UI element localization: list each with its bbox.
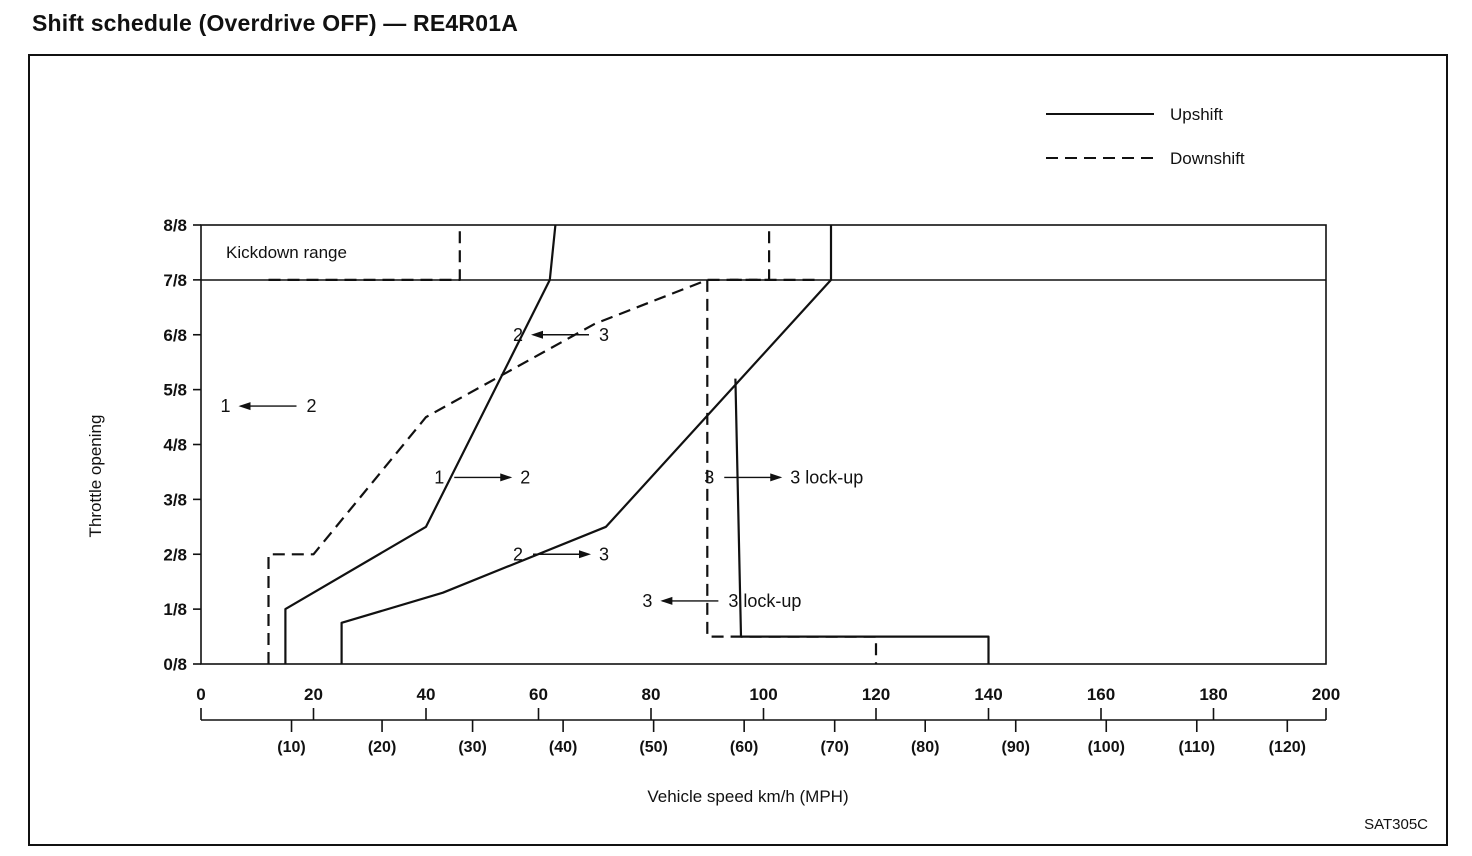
x-tick-label-mph: (90) xyxy=(1002,739,1030,756)
shift-line-downshift xyxy=(268,225,461,281)
annotation-arrow-head xyxy=(238,402,251,411)
x-tick-label-kmh: 0 xyxy=(196,685,205,704)
x-tick-label-mph: (100) xyxy=(1088,739,1125,756)
shift-line-downshift xyxy=(729,225,771,281)
x-tick-label-kmh: 80 xyxy=(642,685,661,704)
x-tick-label-mph: (60) xyxy=(730,739,758,756)
x-tick-label-mph: (110) xyxy=(1179,739,1215,756)
y-tick-label: 0/8 xyxy=(163,655,187,674)
annotation-from-label: 3 xyxy=(642,591,652,611)
y-tick-label: 8/8 xyxy=(163,216,187,235)
shift-line-upshift xyxy=(284,224,557,664)
shift-line-downshift xyxy=(267,278,820,664)
x-tick-label-mph: (120) xyxy=(1269,739,1306,756)
x-tick-label-mph: (40) xyxy=(549,739,577,756)
x-tick-label-kmh: 40 xyxy=(417,685,436,704)
annotation-from-label: 3 xyxy=(704,467,714,487)
chart-title: Shift schedule (Overdrive OFF) — RE4R01A xyxy=(32,10,519,36)
x-tick-label-mph: (70) xyxy=(820,739,848,756)
shift-line-upshift xyxy=(734,378,990,664)
x-tick-label-kmh: 180 xyxy=(1199,685,1227,704)
figure-frame xyxy=(28,54,1448,846)
annotation-to-label: 3 lock-up xyxy=(790,467,863,487)
annotation-from-label: 1 xyxy=(220,396,230,416)
annotation-from-label: 1 xyxy=(434,467,444,487)
x-tick-label-mph: (80) xyxy=(911,739,939,756)
annotation-arrow-head xyxy=(770,473,783,482)
figure-code: SAT305C xyxy=(1364,816,1428,833)
kickdown-range-label: Kickdown range xyxy=(226,243,347,262)
x-tick-label-kmh: 120 xyxy=(862,685,890,704)
y-tick-label: 3/8 xyxy=(163,490,187,509)
legend: Upshift Downshift xyxy=(1046,105,1245,168)
annotation-arrow-head xyxy=(660,596,673,605)
y-tick-label: 6/8 xyxy=(163,326,187,345)
x-axis: 0 20 40 60 80 100 120 140 160 180 200 (10) (20) (30) (… xyxy=(196,685,1340,756)
annotation-from-label: 2 xyxy=(513,325,523,345)
x-axis-title: Vehicle speed km/h (MPH) xyxy=(647,787,848,806)
x-tick-label-kmh: 200 xyxy=(1312,685,1340,704)
annotation-arrow-head xyxy=(500,473,513,482)
x-tick-label-mph: (20) xyxy=(368,739,396,756)
y-tick-label: 5/8 xyxy=(163,381,187,400)
y-axis: 0/8 1/8 2/8 3/8 4/8 5/8 6/8 7/8 8/8 xyxy=(163,216,201,674)
x-tick-label-kmh: 160 xyxy=(1087,685,1115,704)
x-tick-label-mph: (50) xyxy=(639,739,667,756)
legend-upshift-label: Upshift xyxy=(1170,105,1223,124)
annotation-arrow-head xyxy=(531,330,543,339)
x-tick-label-kmh: 20 xyxy=(304,685,323,704)
shift-lines xyxy=(267,224,990,664)
x-tick-label-kmh: 140 xyxy=(974,685,1002,704)
shift-annotation: 3 3 lock-up xyxy=(704,467,863,487)
annotation-arrow-head xyxy=(579,550,591,559)
annotation-to-label: 3 xyxy=(599,544,609,564)
y-tick-label: 7/8 xyxy=(163,271,187,290)
annotation-from-label: 2 xyxy=(513,544,523,564)
shift-annotations: 1 22 31 22 33 3 lock-up3 3 lock-up xyxy=(220,325,863,611)
x-tick-label-kmh: 60 xyxy=(529,685,548,704)
shift-annotation: 3 3 lock-up xyxy=(642,591,801,611)
annotation-to-label: 2 xyxy=(307,396,317,416)
x-tick-label-mph: (30) xyxy=(458,739,486,756)
x-tick-label-mph: (10) xyxy=(277,739,305,756)
x-tick-label-kmh: 100 xyxy=(749,685,777,704)
y-tick-label: 2/8 xyxy=(163,545,187,564)
y-axis-title: Throttle opening xyxy=(86,415,105,538)
annotation-to-label: 3 lock-up xyxy=(728,591,801,611)
shift-line-upshift xyxy=(340,225,833,664)
y-tick-label: 4/8 xyxy=(163,436,187,455)
y-tick-label: 1/8 xyxy=(163,600,187,619)
annotation-to-label: 2 xyxy=(520,467,530,487)
annotation-to-label: 3 xyxy=(599,325,609,345)
legend-downshift-label: Downshift xyxy=(1170,149,1245,168)
